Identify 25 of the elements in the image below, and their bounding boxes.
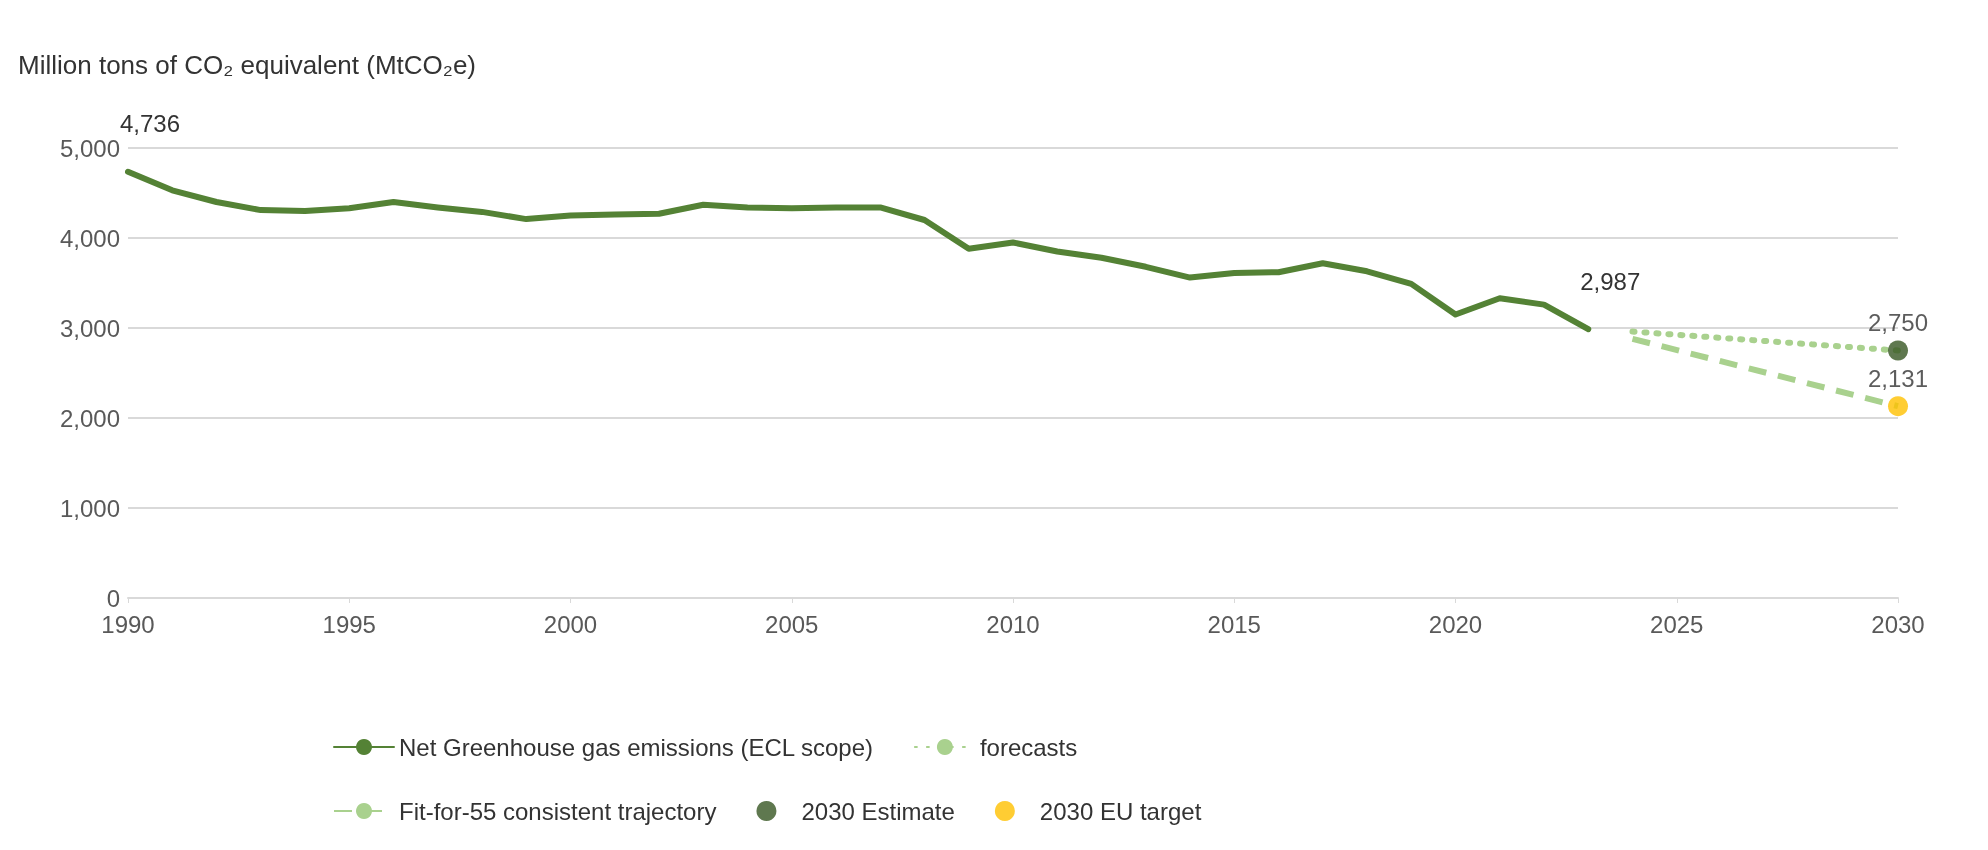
x-tick-label: 1990: [101, 610, 155, 638]
data-label: 2,131: [1867, 364, 1929, 392]
data-label: 2,987: [1580, 267, 1641, 295]
x-tick-label: 2015: [1207, 610, 1261, 638]
legend-label: Fit-for-55 consistent trajectory: [399, 797, 717, 825]
y-axis-title: Million tons of CO₂ equivalent (MtCO₂e): [18, 50, 477, 80]
x-tick-label: 2030: [1871, 610, 1925, 638]
x-tick-label: 2010: [986, 610, 1040, 638]
x-tick-label: 2020: [1428, 610, 1483, 638]
y-tick-label: 3,000: [59, 314, 120, 342]
y-tick-label: 0: [106, 584, 120, 612]
legend-label: 2030 EU target: [1039, 797, 1202, 825]
x-tick-label: 2005: [765, 610, 819, 638]
legend-label: 2030 Estimate: [801, 797, 955, 825]
y-tick-label: 5,000: [59, 134, 120, 162]
y-tick-label: 1,000: [59, 494, 120, 522]
y-tick-label: 2,000: [59, 404, 120, 432]
data-label: 2,750: [1867, 309, 1929, 336]
legend-label: forecasts: [979, 733, 1078, 761]
x-tick-label: 2000: [543, 610, 598, 638]
x-tick-label: 1995: [322, 610, 376, 638]
data-label: 4,736: [120, 110, 181, 138]
y-tick-label: 4,000: [59, 224, 120, 252]
x-tick-label: 2025: [1650, 610, 1704, 638]
legend-label: Net Greenhouse gas emissions (ECL scope): [399, 733, 873, 761]
